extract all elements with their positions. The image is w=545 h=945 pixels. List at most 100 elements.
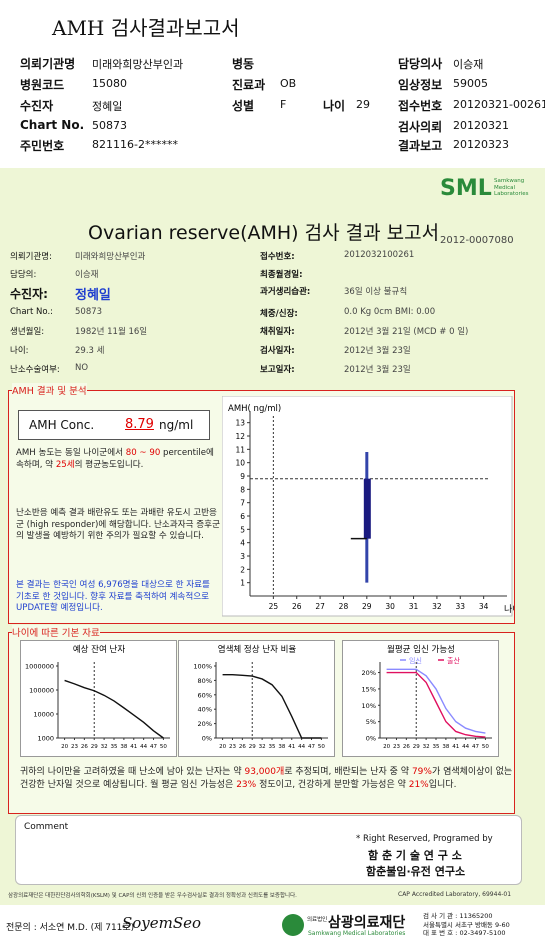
basic-chart: 예상 잔여 난자 1000 10000 100000 1000000 20 23 26 29 32… [20, 640, 177, 757]
patient-label: Chart No.: [10, 307, 54, 317]
patient-value: 29.3 세 [75, 346, 105, 356]
text-run: 23% [236, 780, 257, 790]
text-run: 귀하의 나이만을 고려하였을 때 난소에 남아 있는 난자는 약 [20, 767, 245, 777]
report-number: 2012-0007080 [440, 235, 514, 246]
x-tick-label: 41 [452, 744, 459, 750]
patient-value: 50873 [75, 307, 103, 317]
x-tick-label: 44 [462, 744, 469, 750]
logo-sub-line: Samkwang [494, 178, 525, 184]
org: 삼광의료재단 [328, 915, 406, 931]
conc-box: AMH Conc. 8.79 ng/ml [18, 410, 210, 440]
field-label: 수진자 [20, 99, 54, 113]
field-label: 의뢰기관명 [20, 57, 76, 71]
field-value: OB [280, 77, 297, 90]
text-run: 로 추정되며, 배란되는 난자 중 약 [284, 767, 412, 777]
doc-title: AMH 검사결과보고서 [52, 16, 240, 40]
x-tick-label: 30 [385, 602, 395, 611]
signature: SoyemSeo [122, 914, 202, 932]
paragraph: 본 결과는 한국인 여성 6,976명을 대상으로 한 자료를 기초로 한 것입… [16, 580, 220, 615]
text-run: 93,000개 [244, 767, 285, 777]
y-tick-label: 100000 [29, 687, 54, 695]
patient-label: 검사일자: [260, 346, 295, 356]
chart-title: 염색체 정상 난자 비율 [218, 644, 297, 655]
y-tick-label: 2 [240, 565, 245, 574]
x-tick-label: 38 [278, 744, 285, 750]
basic-chart: 염색체 정상 난자 비율 0% 20% 40% 60% 80% 100% 20 23 26 29 32… [178, 640, 335, 757]
patient-value: 2012032100261 [344, 250, 415, 260]
chart-frame [342, 640, 499, 757]
x-tick-label: 41 [130, 744, 137, 750]
y-tick-label: 3 [240, 552, 245, 561]
patient-label: 담당의: [10, 270, 37, 280]
x-tick-label: 26 [81, 744, 88, 750]
field-label: 병원코드 [20, 78, 65, 92]
text-run: 난소반응 예측 결과 배란유도 또는 과배란 유도시 고반응군 (high re… [16, 508, 220, 541]
x-tick-label: 32 [101, 744, 108, 750]
y-tick-label: 80% [198, 677, 212, 685]
org-info: 검 사 기 관 : 11365200 서울특별시 서초구 방배동 9-60 대 표 … [423, 912, 510, 938]
text-run: 정도이고, 건강하게 분만할 가능성은 약 [256, 780, 409, 790]
x-tick-label: 31 [409, 602, 419, 611]
x-tick-label: 35 [111, 744, 118, 750]
conc-value: 8.79 [125, 417, 154, 432]
x-tick-label: 32 [259, 744, 266, 750]
patient-value: 2012년 3월 21일 (MCD # 0 일) [344, 327, 469, 337]
series-line [64, 679, 164, 739]
patient-label: 생년월일: [10, 327, 45, 337]
y-tick-label: 11 [235, 445, 245, 454]
patient-value: 이승재 [75, 270, 99, 280]
field-label: 나이 [323, 99, 346, 113]
text-run: 25세 [55, 459, 75, 470]
x-tick-label: 34 [479, 602, 489, 611]
chart-title: 예상 잔여 난자 [73, 644, 126, 655]
info-line: 검 사 기 관 : 11365200 [423, 912, 493, 920]
x-tick-label: 25 [269, 602, 279, 611]
paragraph: AMH 농도는 동일 나이군에서 80 ~ 90 percentile에 속하며… [16, 448, 220, 471]
y-tick-label: 20% [198, 720, 212, 728]
x-tick-label: 32 [432, 602, 442, 611]
chart-frame [178, 640, 335, 757]
paragraph: 난소반응 예측 결과 배란유도 또는 과배란 유도시 고반응군 (high re… [16, 508, 220, 543]
field-value: 이승재 [453, 58, 484, 71]
y-tick-label: 4 [240, 539, 245, 548]
text-run: 21% [408, 780, 429, 790]
x-tick-label: 44 [140, 744, 147, 750]
x-tick-label: 20 [219, 744, 226, 750]
x-axis-label: 나이 [504, 604, 514, 615]
conc-unit: ng/ml [159, 418, 194, 432]
x-tick-label: 29 [362, 602, 372, 611]
patient-label: 접수번호: [260, 252, 295, 262]
field-label: 진료과 [232, 78, 266, 92]
logo: SML [440, 176, 492, 201]
x-tick-label: 23 [71, 744, 78, 750]
text-run: AMH 농도는 동일 나이군에서 [16, 448, 126, 458]
x-tick-label: 50 [318, 744, 325, 750]
x-tick-label: 47 [472, 744, 479, 750]
field-label: 담당의사 [398, 57, 443, 71]
patient-value: 36일 이상 불규칙 [344, 287, 408, 297]
x-tick-label: 47 [308, 744, 315, 750]
y-tick-label: 20% [362, 669, 376, 677]
org-prefix: 의료법인 [307, 917, 328, 923]
y-tick-label: 6 [240, 512, 245, 521]
x-tick-label: 29 [91, 744, 98, 750]
y-tick-label: 7 [240, 499, 245, 508]
comment-label: Comment [24, 822, 69, 832]
patient-label: 채취일자: [260, 327, 295, 337]
x-tick-label: 38 [442, 744, 449, 750]
text-run: 본 결과는 한국인 여성 6,976명을 대상으로 한 자료를 기초로 한 것입… [16, 580, 210, 613]
x-tick-label: 26 [292, 602, 302, 611]
y-tick-label: 10000 [33, 711, 54, 719]
info-line: 대 표 번 호 : 02-3497-5100 [423, 929, 506, 937]
patient-value: 0.0 Kg 0cm BMI: 0.00 [344, 307, 436, 317]
field-value: 29 [356, 98, 370, 111]
y-tick-label: 1 [240, 579, 245, 588]
lab-2: 함춘불임·유전 연구소 [366, 865, 466, 878]
field-label: 병동 [232, 57, 255, 71]
logo-sub-line: Laboratories [494, 191, 529, 197]
y-tick-label: 10% [362, 702, 376, 710]
org-logo [282, 914, 304, 936]
patient-value: 2012년 3월 23일 [344, 346, 411, 356]
org-en: Samkwang Medical Laboratories [308, 930, 406, 937]
